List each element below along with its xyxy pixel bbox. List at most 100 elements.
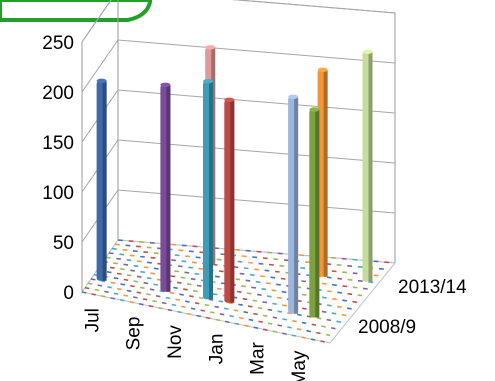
floor-dot [326, 304, 332, 307]
floor-dot [117, 287, 122, 291]
floor-dot [301, 293, 307, 296]
floor-dot [282, 304, 287, 307]
bar-shadow [323, 69, 328, 277]
floor-dot [243, 267, 249, 270]
floor-dot [196, 314, 201, 318]
floor-dot [139, 303, 144, 306]
floor-dot [273, 258, 279, 261]
floor-dot [352, 286, 358, 289]
floor-dot [287, 326, 292, 329]
floor-dot [219, 313, 225, 316]
floor-dot [341, 313, 347, 317]
gridline-250 [81, 0, 396, 43]
floor-dot [130, 269, 135, 272]
floor-dot [362, 287, 368, 290]
floor-dot [177, 310, 182, 314]
floor-dot [192, 289, 198, 293]
bar-cap [203, 79, 213, 84]
floor-dot [146, 261, 152, 264]
floor-dot [292, 320, 297, 323]
floor-dot [215, 318, 220, 322]
floor-dot [262, 301, 268, 304]
floor-dot [212, 263, 218, 266]
floor-dot [94, 288, 100, 292]
floor-dot [185, 255, 191, 258]
floor-dot [198, 267, 204, 270]
floor-dot [244, 324, 249, 327]
floor-dot [251, 286, 257, 289]
floor-dot [272, 302, 277, 305]
floor-dot [191, 261, 197, 264]
floor-dot [352, 300, 358, 303]
floor-dot [347, 278, 353, 281]
floor-dot [179, 293, 184, 296]
floor-dot [126, 274, 132, 277]
floor-dot [245, 279, 251, 282]
floor-dot [300, 267, 306, 270]
floor-dot [261, 288, 267, 291]
floor-dot [114, 243, 120, 246]
floor-dot [241, 255, 247, 258]
floor-dot [337, 291, 343, 294]
floor-dot [262, 314, 268, 317]
x-tick-label-mar: Mar [248, 341, 269, 374]
gridline-200 [81, 39, 396, 93]
floor-dot [204, 303, 210, 307]
floor-dot [140, 255, 145, 258]
floor-dot [108, 252, 114, 255]
floor-dot [342, 285, 348, 288]
x-tick-label-sep: Sep [124, 317, 145, 351]
bar-shadow [209, 81, 213, 300]
floor-dot [148, 304, 154, 308]
floor-dot [123, 278, 129, 281]
floor-dot [242, 297, 248, 301]
y-tick-label: 0 [63, 283, 74, 304]
floor-dot [110, 281, 116, 284]
floor-dot [122, 248, 128, 251]
floor-dot [337, 277, 342, 280]
floor-dot [210, 311, 215, 314]
floor-dot [183, 288, 188, 291]
floor-dot [218, 270, 224, 273]
floor-dot [233, 309, 239, 312]
floor-dot [253, 326, 259, 329]
floor-dot [87, 282, 93, 285]
gridline-100 [81, 139, 396, 193]
floor-dot [91, 293, 96, 296]
floor-dot [254, 268, 259, 271]
floor-dot [279, 264, 285, 267]
floor-dot [116, 257, 121, 260]
floor-dot [310, 338, 316, 341]
floor-dot [264, 269, 270, 272]
bar-shadow [102, 80, 107, 281]
bar-apr-row1 [317, 67, 328, 277]
bar-apr-row0 [288, 94, 299, 314]
bar-jun-row1 [362, 49, 373, 282]
floor-dot [175, 298, 181, 301]
bar-shadow [368, 51, 373, 282]
floor-dot [331, 312, 337, 315]
back-wall [117, 0, 396, 264]
floor-dot [301, 321, 307, 325]
x-tick-label-jul: Jul [82, 308, 103, 332]
floor-dot [297, 313, 302, 317]
bar-shadow [315, 109, 320, 318]
bar-shadow [230, 99, 235, 303]
bar-cap [288, 94, 299, 100]
floor-dot [208, 298, 214, 301]
floor-dot [129, 301, 135, 304]
floor-dot [200, 309, 206, 312]
x-tick-label-jan: Jan [206, 334, 227, 365]
floor-dot [153, 252, 159, 255]
floor-dot [171, 303, 177, 307]
floor-dot [332, 283, 337, 287]
floor-dot [291, 334, 297, 337]
floor-dot [282, 332, 287, 335]
floor-dot [149, 288, 155, 291]
floor-dot [368, 281, 374, 284]
floor-dot [326, 318, 332, 322]
floor-dot [167, 308, 173, 312]
floor-dot [205, 316, 211, 320]
floor-dot [214, 305, 219, 309]
floor-dot [357, 265, 363, 268]
